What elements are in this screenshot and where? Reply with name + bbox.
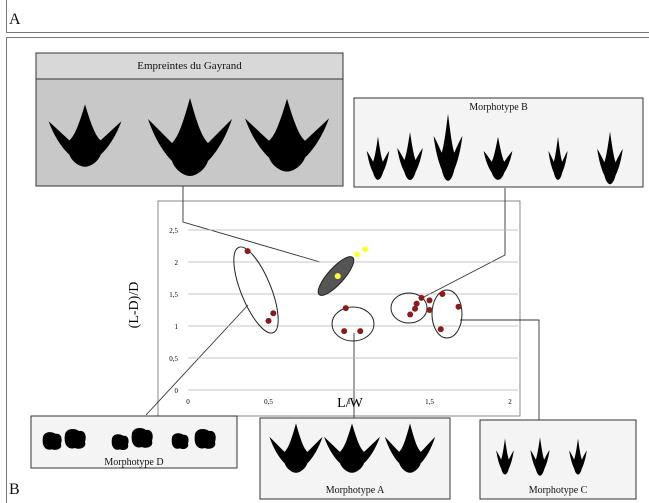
data-point-gayrand: [334, 273, 341, 280]
panel-b-label: B: [9, 481, 20, 498]
data-point-b: [418, 294, 425, 301]
data-point-b: [407, 311, 414, 318]
x-axis-title: L/W: [337, 396, 363, 411]
panel-b-frame: [6, 37, 649, 503]
y-tick-label: 2: [175, 259, 179, 267]
morphotype-a-title: Morphotype A: [325, 485, 385, 496]
morphotype-a-footprints: [269, 423, 436, 473]
panel-a-frame: [6, 0, 649, 33]
data-point-b: [413, 300, 420, 307]
ellipse-morphotype-b: [390, 292, 428, 324]
data-point-b: [426, 297, 433, 304]
data-point-a: [341, 328, 348, 335]
y-tick-label: 0,5: [169, 355, 178, 363]
gayrand-title-bar: [35, 52, 344, 80]
chart-gridlines: [188, 229, 518, 391]
y-tick-labels: 0 0,5 1 1,5 2 2,5: [169, 227, 178, 395]
ellipse-morphotype-c: [431, 289, 463, 339]
data-point-a: [342, 305, 349, 312]
data-point-a: [357, 328, 364, 335]
y-tick-label: 1: [175, 323, 179, 331]
x-tick-labels: 0 0,5 1 1,5 2: [186, 398, 512, 406]
morphotype-b-title: Morphotype B: [469, 102, 528, 113]
chart-frame: [157, 200, 521, 417]
data-point-c: [439, 291, 446, 297]
y-tick-label: 2,5: [169, 227, 178, 235]
x-tick-label: 0,5: [264, 398, 273, 406]
y-tick-label: 1,5: [169, 291, 178, 299]
morphotype-c-title: Morphotype C: [528, 485, 588, 496]
morphotype-d-title: Morphotype D: [104, 457, 164, 468]
data-point-gayrand: [362, 246, 369, 253]
x-tick-label: 2: [508, 398, 512, 406]
ellipse-morphotype-a: [331, 306, 375, 342]
panel-a-label: A: [9, 11, 21, 28]
scatter-points: [244, 246, 462, 335]
data-point-c: [455, 303, 462, 310]
data-point-d: [244, 248, 251, 255]
data-point-b: [426, 307, 433, 313]
data-point-b: [412, 305, 419, 312]
data-point-gayrand: [354, 251, 361, 258]
data-point-d: [270, 310, 277, 317]
data-point-c: [437, 326, 444, 333]
gayrand-title: Empreintes du Gayrand: [137, 60, 242, 72]
y-axis-title: (L-D)/D: [127, 282, 142, 329]
connector-lines: [145, 186, 540, 420]
x-tick-label: 1,5: [425, 398, 434, 406]
y-tick-label: 0: [175, 387, 179, 395]
x-tick-label: 0: [186, 398, 190, 406]
data-point-d: [265, 317, 272, 324]
x-tick-label: 1: [347, 398, 351, 406]
ellipse-morphotype-d: [233, 246, 279, 334]
